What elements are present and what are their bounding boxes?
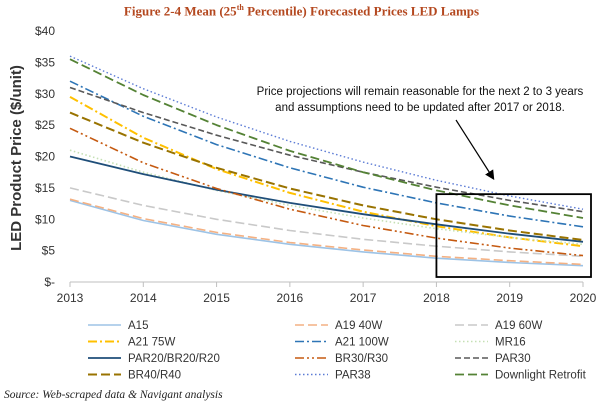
series-line-par30 xyxy=(69,86,584,213)
legend-label: A19 40W xyxy=(335,320,382,332)
source-note: Source: Web-scraped data & Navigant anal… xyxy=(4,389,223,401)
series-line-par38 xyxy=(69,55,584,210)
y-tick-label: $25 xyxy=(35,118,55,132)
figure-title-suffix: Percentile) Forecasted Prices LED Lamps xyxy=(243,3,480,19)
x-tick-label: 2018 xyxy=(423,291,450,305)
x-tick-label: 2014 xyxy=(130,291,157,305)
highlight-box xyxy=(435,193,592,278)
x-axis-ticks: 2013 2014 2015 2016 2017 2018 2019 2020 xyxy=(57,282,597,305)
y-axis-title: LED Product Price ($/unit) xyxy=(8,65,25,251)
x-tick-label: 2013 xyxy=(57,291,84,305)
legend-label: PAR38 xyxy=(335,370,371,382)
series-line-br30-r30 xyxy=(69,127,584,257)
legend-label: PAR20/BR20/R20 xyxy=(128,353,220,365)
legend: A15 A19 40W A19 60W A21 75W A21 100W MR16 PAR2… xyxy=(88,320,587,382)
legend-label: BR30/R30 xyxy=(335,353,388,365)
legend-label: A15 xyxy=(128,320,148,332)
y-axis-ticks: $- $5 $10 $15 $20 $25 $30 $35 $40 xyxy=(35,24,55,289)
y-tick-label: $35 xyxy=(35,55,55,69)
x-tick-label: 2020 xyxy=(570,291,597,305)
y-tick-label: $10 xyxy=(35,212,55,226)
series-line-mr16 xyxy=(69,149,584,246)
annotation-line-1: Price projections will remain reasonable… xyxy=(257,86,584,98)
series-line-a21-75w xyxy=(69,96,584,248)
series-lines xyxy=(69,55,584,267)
legend-label: MR16 xyxy=(495,337,526,349)
annotation-line-2: and assumptions need to be updated after… xyxy=(275,102,565,114)
figure-title-prefix: Figure 2-4 Mean (25 xyxy=(123,3,237,19)
series-line-br40-r40 xyxy=(69,111,584,241)
legend-label: BR40/R40 xyxy=(128,370,181,382)
legend-label: PAR30 xyxy=(495,353,531,365)
x-tick-label: 2016 xyxy=(277,291,304,305)
y-tick-label: $30 xyxy=(35,87,55,101)
legend-label: A19 60W xyxy=(495,320,542,332)
legend-label: Downlight Retrofit xyxy=(495,370,587,382)
figure-title: Figure 2-4 Mean (25th Percentile) Foreca… xyxy=(0,3,603,19)
y-tick-label: $5 xyxy=(42,244,56,258)
figure-title-sup: th xyxy=(236,3,244,12)
legend-label: A21 100W xyxy=(335,337,389,349)
annotation-arrow xyxy=(455,119,495,181)
y-axis-title-group: LED Product Price ($/unit) xyxy=(8,65,25,251)
y-tick-label: $15 xyxy=(35,181,55,195)
x-tick-label: 2019 xyxy=(496,291,523,305)
series-line-par20-br20-r20 xyxy=(69,155,584,243)
y-tick-label: $- xyxy=(44,275,55,289)
legend-label: A21 75W xyxy=(128,337,175,349)
series-line-a15 xyxy=(69,199,584,267)
y-tick-label: $20 xyxy=(35,150,55,164)
series-line-a19-40w xyxy=(69,198,584,266)
annotation: Price projections will remain reasonable… xyxy=(257,86,584,181)
series-line-a21-100w xyxy=(69,80,584,228)
series-line-a19-60w xyxy=(69,187,584,258)
series-line-downlight-retrofit xyxy=(69,58,584,219)
x-tick-label: 2015 xyxy=(203,291,230,305)
y-tick-label: $40 xyxy=(35,24,55,38)
x-tick-label: 2017 xyxy=(350,291,377,305)
